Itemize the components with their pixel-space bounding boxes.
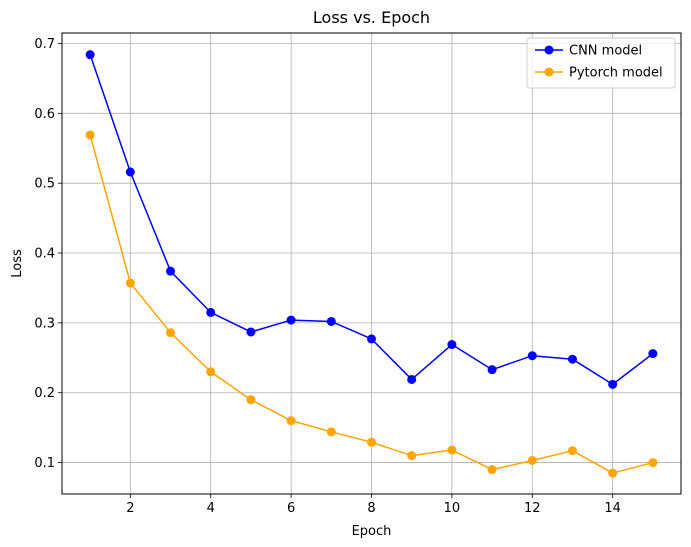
- y-tick-label: 0.7: [34, 37, 55, 52]
- data-point-cnn-model: [447, 340, 457, 350]
- data-point-pytorch-model: [367, 437, 376, 447]
- data-point-pytorch-model: [125, 278, 135, 288]
- data-point-cnn-model: [166, 266, 176, 276]
- data-point-cnn-model: [286, 315, 296, 325]
- data-point-cnn-model: [487, 365, 497, 375]
- data-point-pytorch-model: [246, 395, 256, 405]
- axis-ticks: 2 4 6 8 10 12 14 0.1 0.2 0.3 0.4 0.5 0.6 0.7: [34, 37, 621, 516]
- data-point-cnn-model: [85, 50, 95, 60]
- data-point-cnn-model: [125, 167, 135, 177]
- x-tick-label: 12: [524, 501, 541, 516]
- legend-marker-pytorch-model: [544, 67, 554, 77]
- data-point-cnn-model: [246, 327, 256, 337]
- data-point-pytorch-model: [85, 130, 95, 140]
- data-point-pytorch-model: [608, 468, 618, 478]
- data-point-cnn-model: [648, 349, 658, 359]
- x-tick-label: 10: [444, 501, 461, 516]
- data-point-pytorch-model: [326, 427, 336, 437]
- y-tick-label: 0.5: [34, 177, 55, 192]
- data-point-pytorch-model: [567, 446, 577, 456]
- x-tick-label: 4: [207, 501, 215, 516]
- grid-lines: [62, 33, 681, 494]
- x-axis-title: Epoch: [352, 524, 392, 539]
- x-tick-label: 8: [367, 501, 375, 516]
- chart-title: Loss vs. Epoch: [313, 8, 430, 27]
- y-tick-label: 0.6: [34, 107, 55, 122]
- data-point-pytorch-model: [487, 465, 497, 475]
- data-point-pytorch-model: [206, 367, 216, 377]
- data-point-cnn-model: [407, 374, 417, 384]
- data-point-pytorch-model: [527, 455, 537, 465]
- data-point-pytorch-model: [447, 445, 457, 455]
- data-point-cnn-model: [367, 334, 376, 344]
- legend-label-cnn-model: CNN model: [569, 44, 642, 59]
- x-tick-label: 2: [126, 501, 134, 516]
- series-layer: [85, 50, 658, 478]
- y-tick-label: 0.2: [34, 386, 55, 401]
- data-point-cnn-model: [206, 307, 216, 317]
- data-point-cnn-model: [527, 351, 537, 361]
- data-point-pytorch-model: [286, 416, 296, 426]
- data-point-cnn-model: [608, 379, 618, 389]
- x-tick-label: 14: [604, 501, 621, 516]
- x-tick-label: 6: [287, 501, 295, 516]
- data-point-pytorch-model: [166, 328, 176, 338]
- y-axis-title: Loss: [10, 249, 25, 278]
- data-point-pytorch-model: [648, 458, 658, 468]
- legend-label-pytorch-model: Pytorch model: [569, 66, 663, 81]
- y-tick-label: 0.3: [34, 316, 55, 331]
- y-tick-label: 0.4: [34, 247, 55, 262]
- legend: CNN model Pytorch model: [526, 37, 676, 89]
- data-point-cnn-model: [567, 354, 577, 364]
- y-tick-label: 0.1: [34, 456, 55, 471]
- data-point-cnn-model: [326, 316, 336, 326]
- data-point-pytorch-model: [407, 451, 417, 461]
- legend-box: [526, 37, 676, 89]
- legend-marker-cnn-model: [544, 45, 554, 55]
